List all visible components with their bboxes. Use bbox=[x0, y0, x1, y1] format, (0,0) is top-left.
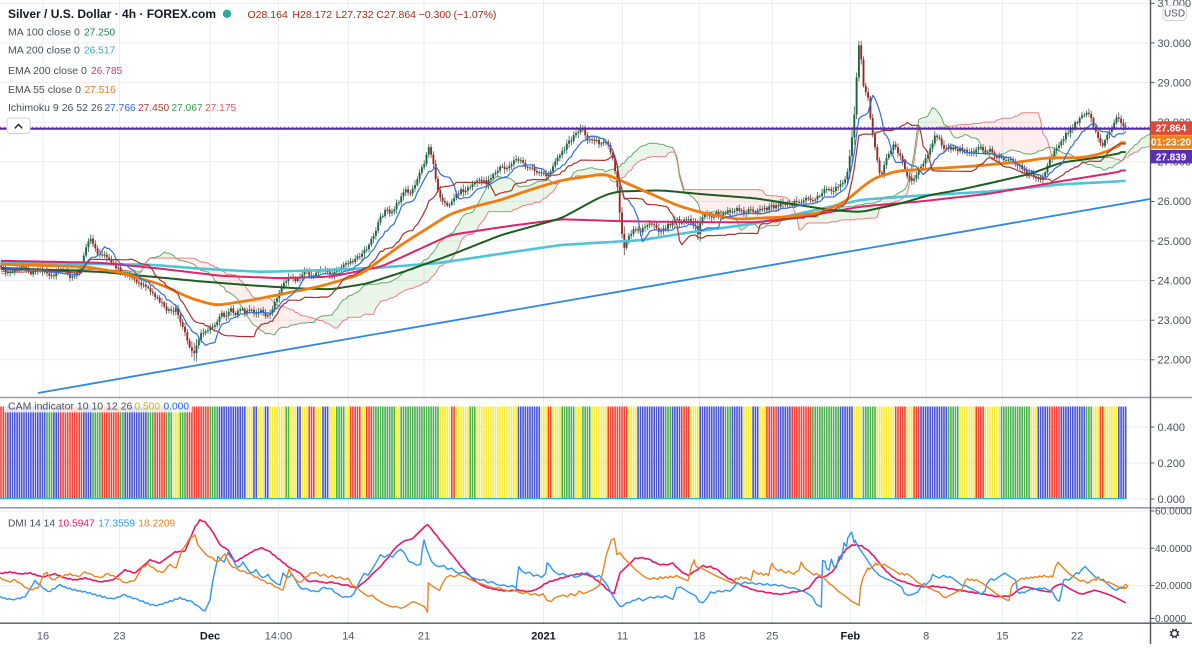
svg-text:0.0000: 0.0000 bbox=[1155, 614, 1186, 625]
svg-text:0.000: 0.000 bbox=[164, 401, 190, 412]
svg-text:17.3559: 17.3559 bbox=[98, 518, 135, 529]
svg-text:CAM indicator 10 10 12 26: CAM indicator 10 10 12 26 bbox=[8, 400, 132, 412]
svg-text:O28.164: O28.164 bbox=[248, 9, 288, 21]
svg-text:26.517: 26.517 bbox=[84, 45, 115, 56]
svg-text:27.864: 27.864 bbox=[1156, 124, 1187, 135]
svg-text:0.200: 0.200 bbox=[1158, 458, 1186, 470]
svg-text:22.000: 22.000 bbox=[1158, 355, 1192, 367]
svg-text:USD: USD bbox=[1164, 9, 1185, 20]
svg-text:18: 18 bbox=[693, 631, 705, 643]
svg-text:DMI 14 14: DMI 14 14 bbox=[8, 518, 55, 529]
svg-text:30.000: 30.000 bbox=[1158, 38, 1192, 50]
svg-text:16: 16 bbox=[37, 631, 49, 643]
svg-text:26.785: 26.785 bbox=[91, 66, 122, 77]
svg-text:27.839: 27.839 bbox=[1156, 152, 1187, 163]
svg-text:25: 25 bbox=[766, 631, 778, 643]
svg-text:23: 23 bbox=[113, 631, 125, 643]
svg-text:0.000: 0.000 bbox=[1158, 494, 1186, 506]
svg-text:MA 200 close 0: MA 200 close 0 bbox=[8, 44, 80, 56]
svg-text:21: 21 bbox=[418, 631, 430, 643]
svg-text:27.450: 27.450 bbox=[138, 103, 169, 114]
svg-text:H28.172: H28.172 bbox=[292, 9, 332, 21]
svg-text:Feb: Feb bbox=[841, 631, 861, 643]
svg-text:MA 100 close 0: MA 100 close 0 bbox=[8, 26, 80, 38]
svg-text:27.067: 27.067 bbox=[172, 103, 203, 114]
svg-text:8: 8 bbox=[923, 631, 929, 643]
svg-text:27.766: 27.766 bbox=[105, 103, 136, 114]
svg-text:01:23:20: 01:23:20 bbox=[1151, 138, 1191, 149]
svg-text:27.250: 27.250 bbox=[84, 27, 115, 38]
svg-text:20.0000: 20.0000 bbox=[1155, 581, 1192, 592]
svg-text:27.516: 27.516 bbox=[85, 85, 116, 96]
svg-text:27.175: 27.175 bbox=[205, 103, 236, 114]
svg-text:Ichimoku 9 26 52 26: Ichimoku 9 26 52 26 bbox=[8, 102, 103, 114]
svg-text:Silver / U.S. Dollar · 4h · FO: Silver / U.S. Dollar · 4h · FOREX.com bbox=[8, 7, 216, 21]
svg-text:60.0000: 60.0000 bbox=[1155, 507, 1192, 518]
svg-text:18.2209: 18.2209 bbox=[138, 518, 175, 529]
svg-text:24.000: 24.000 bbox=[1158, 275, 1192, 287]
svg-text:26.000: 26.000 bbox=[1158, 196, 1192, 208]
svg-text:EMA 55 close 0: EMA 55 close 0 bbox=[8, 84, 81, 96]
svg-text:11: 11 bbox=[617, 631, 628, 643]
svg-text:14: 14 bbox=[342, 631, 354, 643]
svg-text:L27.732: L27.732 bbox=[336, 9, 374, 21]
svg-text:22: 22 bbox=[1071, 631, 1083, 643]
svg-text:10.5947: 10.5947 bbox=[58, 518, 95, 529]
svg-text:14:00: 14:00 bbox=[265, 631, 293, 643]
svg-text:25.000: 25.000 bbox=[1158, 236, 1192, 248]
svg-text:−0.300: −0.300 bbox=[419, 9, 452, 21]
svg-text:(−1.07%): (−1.07%) bbox=[454, 9, 497, 21]
svg-text:0.500: 0.500 bbox=[135, 401, 161, 412]
svg-text:EMA 200 close 0: EMA 200 close 0 bbox=[8, 65, 87, 77]
svg-text:23.000: 23.000 bbox=[1158, 315, 1192, 327]
svg-text:15: 15 bbox=[996, 631, 1008, 643]
svg-text:40.0000: 40.0000 bbox=[1155, 544, 1192, 555]
svg-text:Dec: Dec bbox=[200, 631, 220, 643]
svg-text:29.000: 29.000 bbox=[1158, 77, 1192, 89]
svg-text:2021: 2021 bbox=[531, 631, 555, 643]
svg-text:C27.864: C27.864 bbox=[376, 9, 416, 21]
svg-text:0.400: 0.400 bbox=[1158, 422, 1186, 434]
